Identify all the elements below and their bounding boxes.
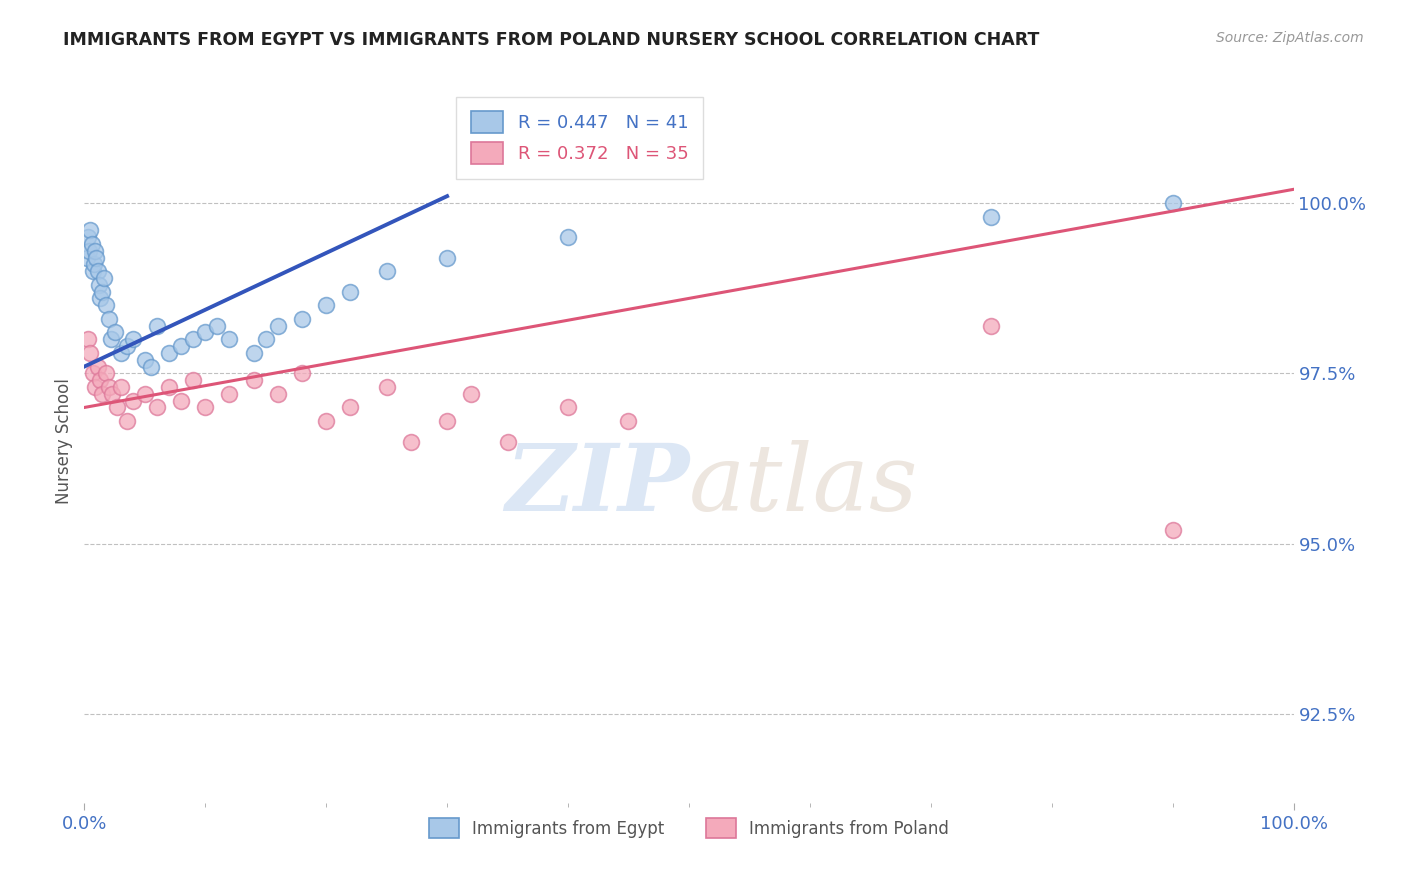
Point <box>77 230 100 244</box>
Point <box>460 387 482 401</box>
Point <box>121 393 143 408</box>
Point <box>77 332 100 346</box>
Point <box>375 380 398 394</box>
Point <box>93 271 115 285</box>
Point <box>76 251 98 265</box>
Point <box>104 326 127 340</box>
Point <box>86 264 108 278</box>
Point <box>86 359 108 374</box>
Point <box>105 401 128 415</box>
Point <box>375 264 398 278</box>
Point <box>557 230 579 244</box>
Point <box>134 387 156 401</box>
Point <box>91 285 114 299</box>
Point <box>399 434 422 449</box>
Point <box>557 401 579 415</box>
Point <box>97 380 120 394</box>
Point <box>89 373 111 387</box>
Point <box>80 236 103 251</box>
Point <box>97 311 120 326</box>
Point <box>436 414 458 428</box>
Text: ZIP: ZIP <box>505 440 689 530</box>
Point <box>121 332 143 346</box>
Point <box>291 311 314 326</box>
Point <box>82 367 104 381</box>
Point <box>94 367 117 381</box>
Point <box>617 414 640 428</box>
Point <box>146 401 169 415</box>
Point <box>91 387 114 401</box>
Point <box>100 332 122 346</box>
Point <box>110 380 132 394</box>
Y-axis label: Nursery School: Nursery School <box>55 378 73 505</box>
Point <box>496 434 519 449</box>
Point <box>86 251 108 265</box>
Point <box>194 326 217 340</box>
Text: atlas: atlas <box>689 440 918 530</box>
Point <box>242 373 264 387</box>
Point <box>267 318 290 333</box>
Point <box>84 244 107 258</box>
Point <box>89 292 111 306</box>
Point <box>181 373 204 387</box>
Point <box>146 318 169 333</box>
Point <box>79 223 101 237</box>
Point <box>980 318 1002 333</box>
Point <box>339 285 361 299</box>
Point <box>339 401 361 415</box>
Point <box>115 414 138 428</box>
Point <box>170 339 193 353</box>
Point <box>181 332 204 346</box>
Point <box>194 401 217 415</box>
Point <box>157 380 180 394</box>
Point <box>218 332 240 346</box>
Point <box>87 277 110 292</box>
Point <box>291 367 314 381</box>
Point <box>1161 523 1184 537</box>
Point <box>83 257 105 271</box>
Point <box>436 251 458 265</box>
Point <box>101 387 124 401</box>
Point <box>84 380 107 394</box>
Point <box>82 264 104 278</box>
Point <box>79 346 101 360</box>
Point <box>170 393 193 408</box>
Text: Source: ZipAtlas.com: Source: ZipAtlas.com <box>1216 31 1364 45</box>
Point <box>134 352 156 367</box>
Text: IMMIGRANTS FROM EGYPT VS IMMIGRANTS FROM POLAND NURSERY SCHOOL CORRELATION CHART: IMMIGRANTS FROM EGYPT VS IMMIGRANTS FROM… <box>63 31 1039 49</box>
Point <box>207 318 229 333</box>
Point <box>94 298 117 312</box>
Point <box>218 387 240 401</box>
Point <box>1161 196 1184 211</box>
Point <box>115 339 138 353</box>
Point <box>315 414 337 428</box>
Point <box>267 387 290 401</box>
Point <box>139 359 162 374</box>
Point <box>254 332 277 346</box>
Point <box>110 346 132 360</box>
Point <box>980 210 1002 224</box>
Point <box>157 346 180 360</box>
Point <box>315 298 337 312</box>
Point <box>77 244 100 258</box>
Point <box>242 346 264 360</box>
Legend: Immigrants from Egypt, Immigrants from Poland: Immigrants from Egypt, Immigrants from P… <box>422 812 956 845</box>
